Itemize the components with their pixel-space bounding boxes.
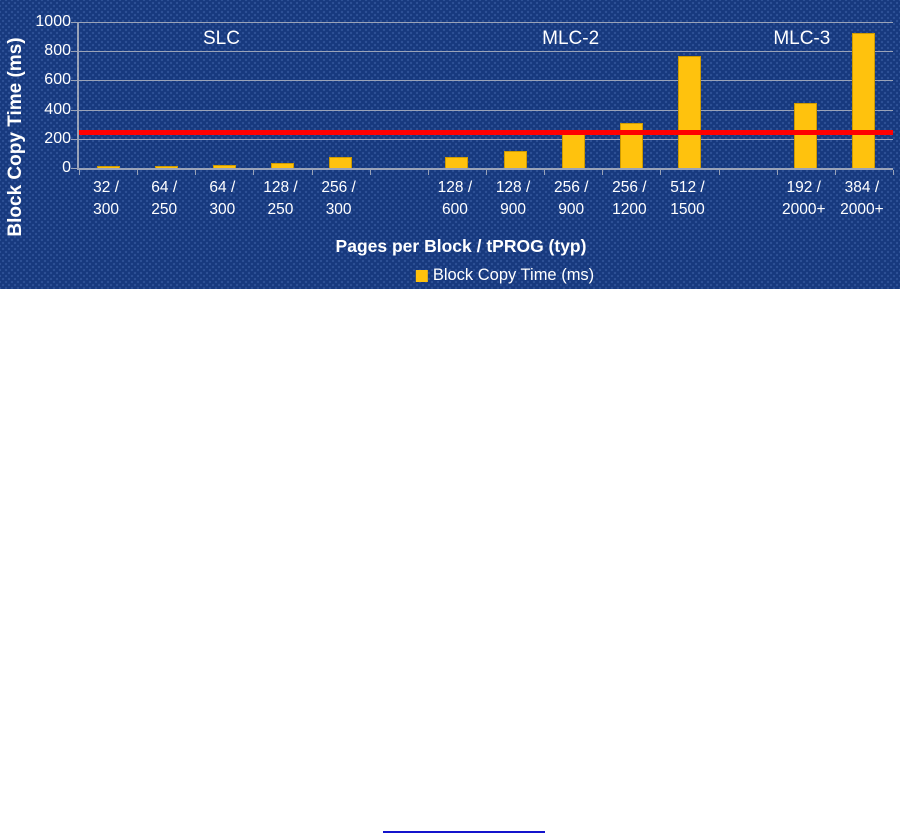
- x-tick: [427, 170, 429, 175]
- category-label: 512 /1500: [670, 179, 705, 218]
- bar: [329, 156, 353, 168]
- x-axis-title: Pages per Block / tPROG (typ): [335, 236, 587, 256]
- category-label: 256 /300: [321, 179, 356, 218]
- bar-slot: [602, 22, 660, 168]
- bar: [96, 166, 120, 168]
- x-tick: [79, 170, 80, 175]
- hyperlink-underline: [383, 831, 545, 833]
- bar-slot: [195, 22, 253, 168]
- bar-slot: [719, 22, 777, 168]
- category-label: 64 /300: [209, 179, 236, 218]
- bar-slot: [370, 22, 428, 168]
- y-tick-label: 0: [62, 159, 71, 176]
- y-tick: [71, 22, 77, 23]
- bar-slot: [253, 22, 311, 168]
- category-label: 384 /2000+: [840, 179, 884, 218]
- y-tick-label: 1000: [35, 13, 71, 30]
- y-tick: [71, 168, 77, 169]
- bar-slot: [428, 22, 486, 168]
- y-tick: [71, 51, 77, 53]
- bar-slot: [777, 22, 835, 168]
- gridline: [79, 109, 893, 111]
- legend-swatch-icon: [415, 269, 428, 282]
- x-tick: [776, 170, 778, 175]
- x-tick: [660, 170, 662, 175]
- group-label: MLC-3: [773, 28, 831, 49]
- y-tick-label: 600: [44, 71, 71, 89]
- bar-slot: [835, 22, 893, 168]
- group-label: SLC: [202, 28, 240, 49]
- legend-label: Block Copy Time (ms): [432, 266, 595, 284]
- gridline: [79, 51, 893, 53]
- x-tick: [486, 170, 487, 175]
- reference-line: [79, 129, 893, 135]
- bar: [677, 55, 701, 168]
- bar: [852, 33, 876, 168]
- x-tick: [834, 170, 836, 175]
- category-label: 128 /600: [437, 179, 473, 218]
- bar-slot: [312, 22, 370, 168]
- category-axis-labels: 32 /300 64 /250 64 /300 128 /250 256 /300 128…: [77, 177, 891, 221]
- x-tick: [253, 170, 255, 175]
- x-tick: [893, 170, 894, 175]
- x-tick: [544, 170, 546, 175]
- bar-slot: [544, 22, 602, 168]
- gridline: [79, 22, 893, 23]
- x-tick: [195, 170, 197, 175]
- bar-slot: [79, 22, 137, 168]
- bar-slot: [486, 22, 544, 168]
- category-label: 128 /250: [263, 179, 298, 218]
- bar: [212, 165, 236, 168]
- plot-area: 0 200 400 600 800 1000 SLC MLC-2 MLC-3: [35, 13, 894, 176]
- y-tick: [71, 80, 77, 82]
- bar-slot: [137, 22, 195, 168]
- legend: Block Copy Time (ms): [415, 266, 595, 285]
- category-label: 256 /1200: [612, 179, 647, 218]
- bar: [561, 134, 585, 168]
- category-label: 64 /250: [151, 179, 178, 218]
- y-tick: [71, 109, 77, 111]
- category-label: 32 /300: [93, 179, 119, 218]
- group-label: MLC-2: [542, 28, 600, 49]
- gridline: [79, 80, 893, 82]
- category-label: 128 /900: [495, 179, 531, 218]
- x-tick: [369, 170, 371, 175]
- x-tick: [311, 170, 313, 175]
- category-label: 256 /900: [553, 179, 589, 218]
- x-tick: [602, 170, 604, 175]
- y-tick-label: 800: [44, 42, 71, 60]
- x-tick: [137, 170, 139, 175]
- category-label: [368, 177, 426, 221]
- y-tick-label: 400: [44, 100, 71, 118]
- bar-series: [79, 22, 893, 168]
- category-label: [717, 177, 775, 221]
- category-label: 192 /2000+: [781, 179, 826, 218]
- bar: [794, 103, 818, 168]
- y-axis-title: Block Copy Time (ms): [5, 37, 26, 237]
- x-tick: [718, 170, 720, 175]
- bar: [445, 156, 469, 168]
- bar: [503, 151, 527, 168]
- gridline: [79, 138, 893, 140]
- y-tick: [71, 138, 77, 140]
- block-copy-time-chart: Block Copy Time (ms) 0 200 400 600 800 1000 SL…: [0, 0, 900, 289]
- y-tick-label: 200: [44, 129, 71, 147]
- bar: [270, 163, 294, 168]
- bar-slot: [660, 22, 718, 168]
- bar: [154, 165, 178, 168]
